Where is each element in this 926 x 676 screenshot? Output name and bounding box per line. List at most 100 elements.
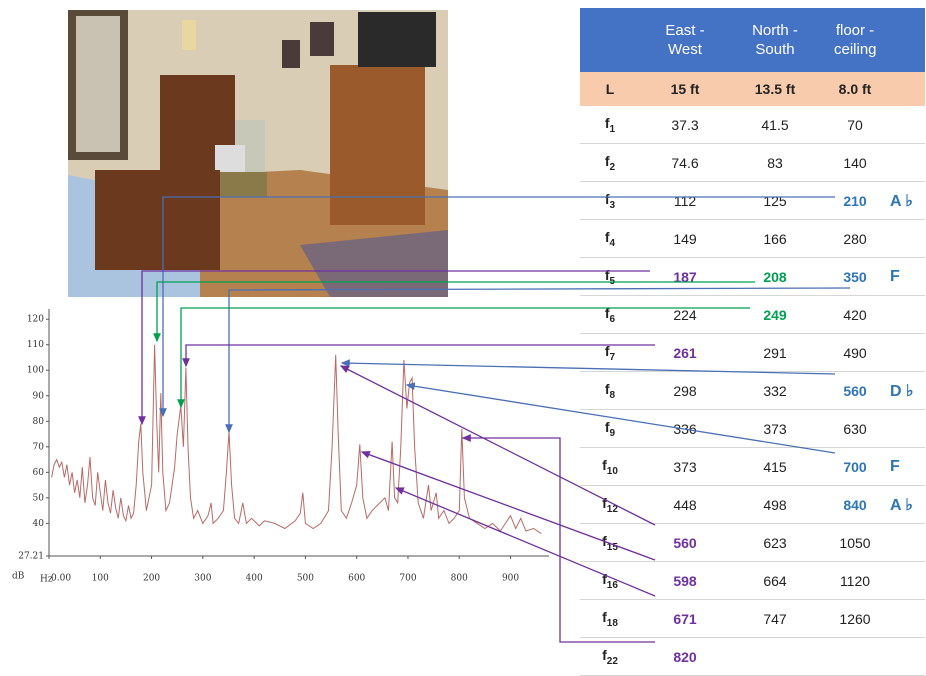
mode-label: f4 (580, 229, 640, 249)
mode-index: 1 (610, 123, 616, 134)
freq-cell: 298 (640, 383, 730, 399)
x-tick-label: 500 (297, 574, 314, 584)
note-label: A ♭ (890, 191, 925, 211)
freq-cell: 187 (640, 269, 730, 285)
mode-label: f7 (580, 343, 640, 363)
mode-row: f186717471260 (580, 600, 925, 638)
freq-cell: 37.3 (640, 117, 730, 133)
freq-cell: 840 (820, 497, 890, 513)
freq-cell: 373 (730, 421, 820, 437)
header-cell: floor - ceiling (820, 21, 890, 59)
freq-cell: 498 (730, 497, 820, 513)
mode-label: f22 (580, 647, 640, 667)
mode-index: 2 (610, 161, 616, 172)
room-photo (68, 10, 448, 297)
mode-index: 5 (610, 275, 616, 286)
x-tick-label: 600 (348, 574, 365, 584)
y-tick-label: 80 (33, 417, 45, 427)
freq-cell: 415 (730, 459, 820, 475)
header-cell: North - South (730, 21, 820, 59)
freq-cell: 598 (640, 573, 730, 589)
mode-index: 12 (607, 503, 618, 514)
freq-cell: 700 (820, 459, 890, 475)
mode-label: f10 (580, 457, 640, 477)
mode-index: 10 (607, 465, 618, 476)
x-tick-label: 300 (194, 574, 211, 584)
note-label: D ♭ (890, 381, 925, 401)
freq-cell: 420 (820, 307, 890, 323)
freq-cell: 336 (640, 421, 730, 437)
mode-label: f6 (580, 305, 640, 325)
mode-label: f8 (580, 381, 640, 401)
freq-cell: 83 (730, 155, 820, 171)
freq-cell: 1260 (820, 611, 890, 627)
mode-label: f12 (580, 495, 640, 515)
note-label: F (890, 268, 925, 286)
freq-cell: 630 (820, 421, 890, 437)
freq-cell: 210 (820, 193, 890, 209)
mode-index: 6 (610, 313, 616, 324)
y-tick-label: 50 (33, 493, 45, 503)
y-tick-label: 90 (33, 391, 45, 401)
x-tick-label: 700 (399, 574, 416, 584)
freq-cell: 490 (820, 345, 890, 361)
x-tick-label: 200 (143, 574, 160, 584)
freq-cell: 560 (640, 535, 730, 551)
freq-cell: 291 (730, 345, 820, 361)
mode-index: 16 (607, 579, 618, 590)
freq-cell: 350 (820, 269, 890, 285)
freq-cell: 373 (640, 459, 730, 475)
note-label: F (890, 458, 925, 476)
mode-row: f165986641120 (580, 562, 925, 600)
mode-row: f6224249420 (580, 296, 925, 334)
mode-index: 15 (607, 541, 618, 552)
mode-index: 3 (610, 199, 616, 210)
freq-cell: 41.5 (730, 117, 820, 133)
mode-index: 22 (607, 655, 618, 666)
freq-cell: 560 (820, 383, 890, 399)
mode-label: f15 (580, 533, 640, 553)
mode-label: f9 (580, 419, 640, 439)
freq-cell: 70 (820, 117, 890, 133)
mode-index: 18 (607, 617, 618, 628)
mode-index: 9 (610, 427, 616, 438)
freq-cell: 664 (730, 573, 820, 589)
freq-cell: 280 (820, 231, 890, 247)
freq-cell: 112 (640, 193, 730, 209)
mode-label: f2 (580, 153, 640, 173)
freq-cell: 125 (730, 193, 820, 209)
x-tick-label: 0.00 (51, 574, 71, 584)
freq-cell: 261 (640, 345, 730, 361)
mode-index: 4 (610, 237, 616, 248)
y-tick-label: 27.21 (18, 552, 44, 562)
mode-label: f5 (580, 267, 640, 287)
length-row: L15 ft13.5 ft8.0 ft (580, 72, 925, 106)
freq-cell: 1050 (820, 535, 890, 551)
length-cell: 13.5 ft (730, 81, 820, 97)
freq-cell: 208 (730, 269, 820, 285)
y-tick-label: 60 (33, 468, 45, 478)
mode-label: f18 (580, 609, 640, 629)
freq-cell: 140 (820, 155, 890, 171)
note-label: A ♭ (890, 495, 925, 515)
freq-cell: 623 (730, 535, 820, 551)
mode-label: f16 (580, 571, 640, 591)
mode-row: f4149166280 (580, 220, 925, 258)
mode-label: f1 (580, 115, 640, 135)
freq-cell: 820 (640, 649, 730, 665)
y-tick-label: 40 (33, 519, 45, 529)
freq-cell: 332 (730, 383, 820, 399)
y-tick-label: 100 (27, 366, 44, 376)
freq-cell: 1120 (820, 573, 890, 589)
